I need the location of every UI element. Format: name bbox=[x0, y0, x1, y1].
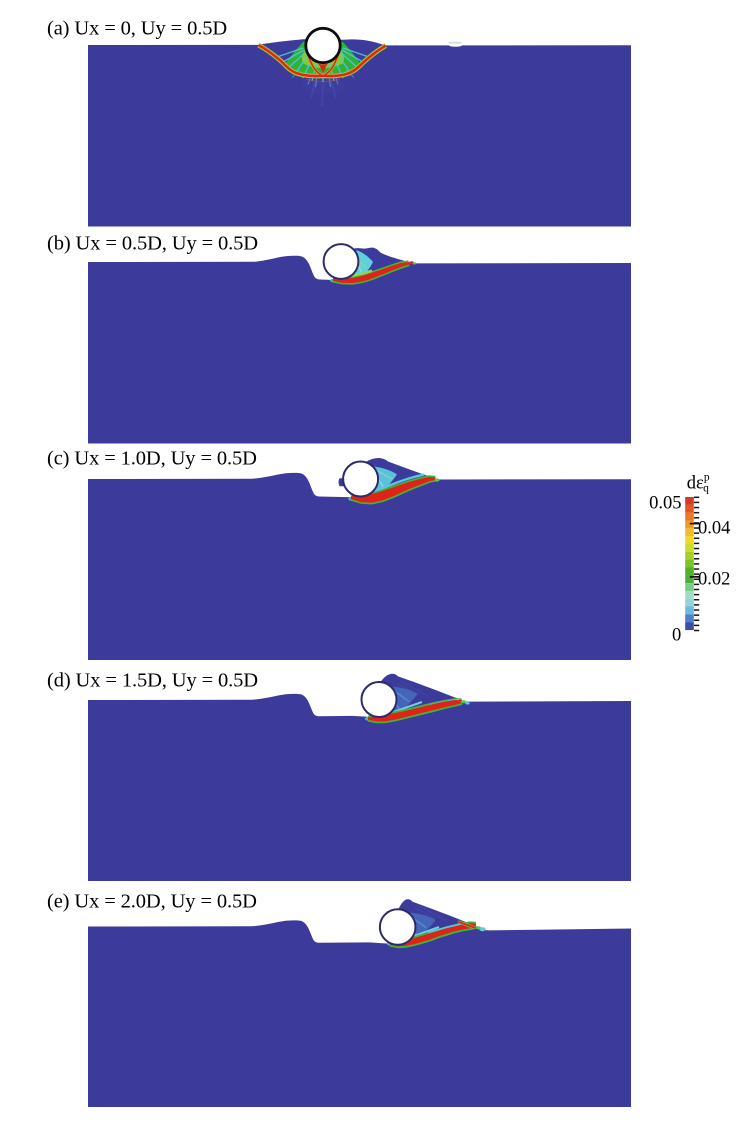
svg-text:(d) Ux = 1.5D, Uy = 0.5D: (d) Ux = 1.5D, Uy = 0.5D bbox=[47, 670, 258, 692]
svg-text:(c) Ux = 1.0D, Uy = 0.5D: (c) Ux = 1.0D, Uy = 0.5D bbox=[47, 448, 257, 470]
svg-text:0.02: 0.02 bbox=[698, 570, 730, 590]
svg-text:0.04: 0.04 bbox=[698, 518, 730, 538]
svg-text:(b) Ux = 0.5D, Uy = 0.5D: (b) Ux = 0.5D, Uy = 0.5D bbox=[47, 233, 258, 255]
svg-text:0: 0 bbox=[672, 626, 681, 646]
svg-text:(e) Ux = 2.0D, Uy = 0.5D: (e) Ux = 2.0D, Uy = 0.5D bbox=[47, 891, 257, 913]
svg-text:(a) Ux = 0, Uy = 0.5D: (a) Ux = 0, Uy = 0.5D bbox=[47, 18, 227, 40]
svg-text:0.05: 0.05 bbox=[649, 494, 681, 514]
